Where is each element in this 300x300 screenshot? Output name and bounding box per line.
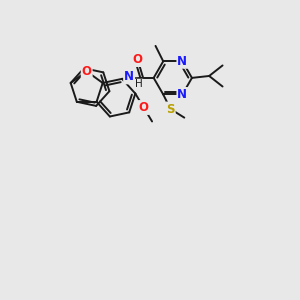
Text: O: O [133, 53, 142, 66]
Text: S: S [166, 103, 175, 116]
Text: O: O [82, 65, 92, 78]
Text: H: H [135, 79, 143, 89]
Text: N: N [177, 88, 188, 101]
Text: N: N [177, 55, 188, 68]
Text: O: O [139, 101, 149, 114]
Text: N: N [124, 70, 134, 83]
